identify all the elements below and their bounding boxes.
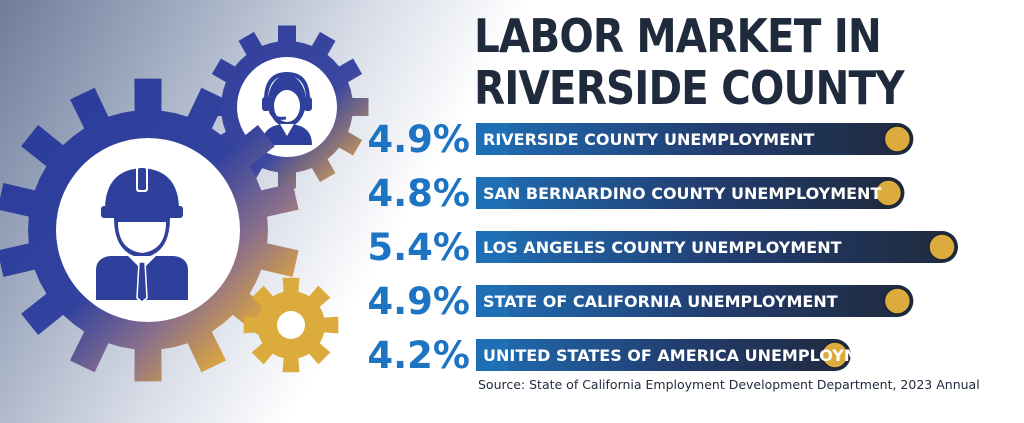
value-label: 4.2% [367,334,470,377]
page-title: LABOR MARKET IN RIVERSIDE COUNTY [474,9,905,115]
bar [476,123,914,155]
gears-illustration [0,25,369,382]
value-label: 4.8% [367,172,470,215]
small-gear-icon [243,277,339,373]
title-line-1: LABOR MARKET IN [474,9,882,63]
category-label: SAN BERNARDINO COUNTY UNEMPLOYMENT [483,184,881,203]
bar-end-knob [821,341,849,369]
bar-end-knob [883,287,912,315]
chart-row: 4.2% UNITED STATES OF AMERICA UNEMPLOYMEN… [367,334,895,377]
chart-row: 5.4% LOS ANGELES COUNTY UNEMPLOYMENT [367,226,958,269]
chart-row: 4.8% SAN BERNARDINO COUNTY UNEMPLOYMENT [367,172,905,215]
category-label: UNITED STATES OF AMERICA UNEMPLOYMENT [483,346,895,365]
call-center-agent-icon [262,71,312,145]
value-label: 4.9% [367,280,470,323]
bar [476,177,905,209]
bar-left-edge [476,123,508,155]
category-label: LOS ANGELES COUNTY UNEMPLOYMENT [483,238,842,257]
bar-end-knob [883,125,912,153]
bar-end-knob [874,179,903,207]
value-label: 5.4% [367,226,470,269]
chart-row: 4.9% STATE OF CALIFORNIA UNEMPLOYMENT [367,280,914,323]
category-label: RIVERSIDE COUNTY UNEMPLOYMENT [483,130,814,149]
value-label: 4.9% [367,118,470,161]
bar-left-edge [476,231,508,263]
unemployment-bar-chart: 4.9% RIVERSIDE COUNTY UNEMPLOYMENT 4.8% SAN… [367,118,958,377]
bar [476,285,914,317]
bar-left-edge [476,339,508,371]
bar-end-knob [928,233,956,261]
bar [476,231,958,263]
construction-worker-icon [96,166,188,303]
category-label: STATE OF CALIFORNIA UNEMPLOYMENT [483,292,838,311]
source-note: Source: State of California Employment D… [478,377,980,392]
bar [476,339,851,371]
bar-left-edge [476,177,508,209]
chart-row: 4.9% RIVERSIDE COUNTY UNEMPLOYMENT [367,118,914,161]
title-line-2: RIVERSIDE COUNTY [474,61,905,115]
bar-left-edge [476,285,508,317]
